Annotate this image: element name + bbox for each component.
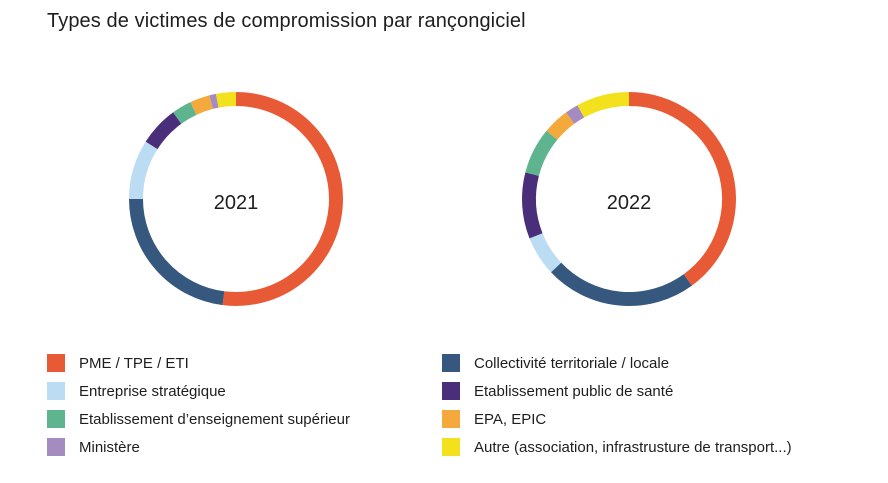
legend-swatch bbox=[47, 410, 65, 428]
donut-slice-2021-autre-association-infrastrusture-de-transport bbox=[215, 92, 237, 108]
donut-slice-2021-entreprise-strategique bbox=[129, 141, 158, 200]
legend-label: Etablissement d’enseignement supérieur bbox=[79, 410, 350, 428]
legend-item-sante: Etablissement public de santé bbox=[442, 381, 673, 401]
legend-item-ministere: Ministère bbox=[47, 437, 140, 457]
donut-slice-2021-etablissement-d-enseignement-superieur bbox=[173, 102, 197, 124]
legend-label: Etablissement public de santé bbox=[474, 382, 674, 400]
donut-slice-2022-etablissement-d-enseignement-superieur bbox=[525, 130, 558, 177]
legend-item-enseignement-superieur: Etablissement d’enseignement supérieur bbox=[47, 409, 350, 429]
donut-slice-2022-entreprise-strategique bbox=[529, 233, 562, 273]
legend-label: Autre (association, infrastrusture de tr… bbox=[474, 438, 792, 456]
legend-swatch bbox=[442, 410, 460, 428]
legend-swatch bbox=[47, 438, 65, 456]
donut-slice-2022-collectivite-territoriale-locale bbox=[551, 262, 692, 306]
chart-title: Types de victimes de compromission par r… bbox=[47, 10, 526, 32]
donut-2022 bbox=[522, 92, 736, 306]
donut-slice-2021-epa-epic bbox=[190, 95, 214, 115]
donut-slice-2022-epa-epic bbox=[546, 112, 575, 140]
donut-slice-2022-ministere bbox=[566, 105, 585, 124]
donut-2021 bbox=[129, 92, 343, 306]
legend-item-epa-epic: EPA, EPIC bbox=[442, 409, 546, 429]
legend-item-entreprise-strategique: Entreprise stratégique bbox=[47, 381, 226, 401]
legend-swatch bbox=[442, 382, 460, 400]
donut-slice-2022-etablissement-public-de-sante bbox=[522, 172, 543, 239]
donut-slice-2021-collectivite-territoriale-locale bbox=[129, 198, 225, 306]
year-label-2021: 2021 bbox=[214, 192, 259, 214]
year-label-2022: 2022 bbox=[607, 192, 652, 214]
donut-slice-2021-etablissement-public-de-sante bbox=[145, 112, 182, 150]
legend-swatch bbox=[47, 382, 65, 400]
legend-label: Ministère bbox=[79, 438, 140, 456]
legend-swatch bbox=[47, 354, 65, 372]
legend-item-pme: PME / TPE / ETI bbox=[47, 353, 189, 373]
donut-slice-2021-pme-tpe-eti bbox=[222, 92, 343, 306]
donut-slice-2022-pme-tpe-eti bbox=[628, 92, 736, 286]
legend-swatch bbox=[442, 354, 460, 372]
legend-label: PME / TPE / ETI bbox=[79, 354, 189, 372]
donut-slice-2021-ministere bbox=[209, 93, 219, 109]
legend-item-collectivite: Collectivité territoriale / locale bbox=[442, 353, 669, 373]
legend-label: Entreprise stratégique bbox=[79, 382, 226, 400]
legend-label: Collectivité territoriale / locale bbox=[474, 354, 670, 372]
donut-slice-2022-autre-association-infrastrusture-de-transport bbox=[577, 92, 630, 118]
legend-label: EPA, EPIC bbox=[474, 410, 547, 428]
legend-item-autre: Autre (association, infrastrusture de tr… bbox=[442, 437, 792, 457]
legend-swatch bbox=[442, 438, 460, 456]
